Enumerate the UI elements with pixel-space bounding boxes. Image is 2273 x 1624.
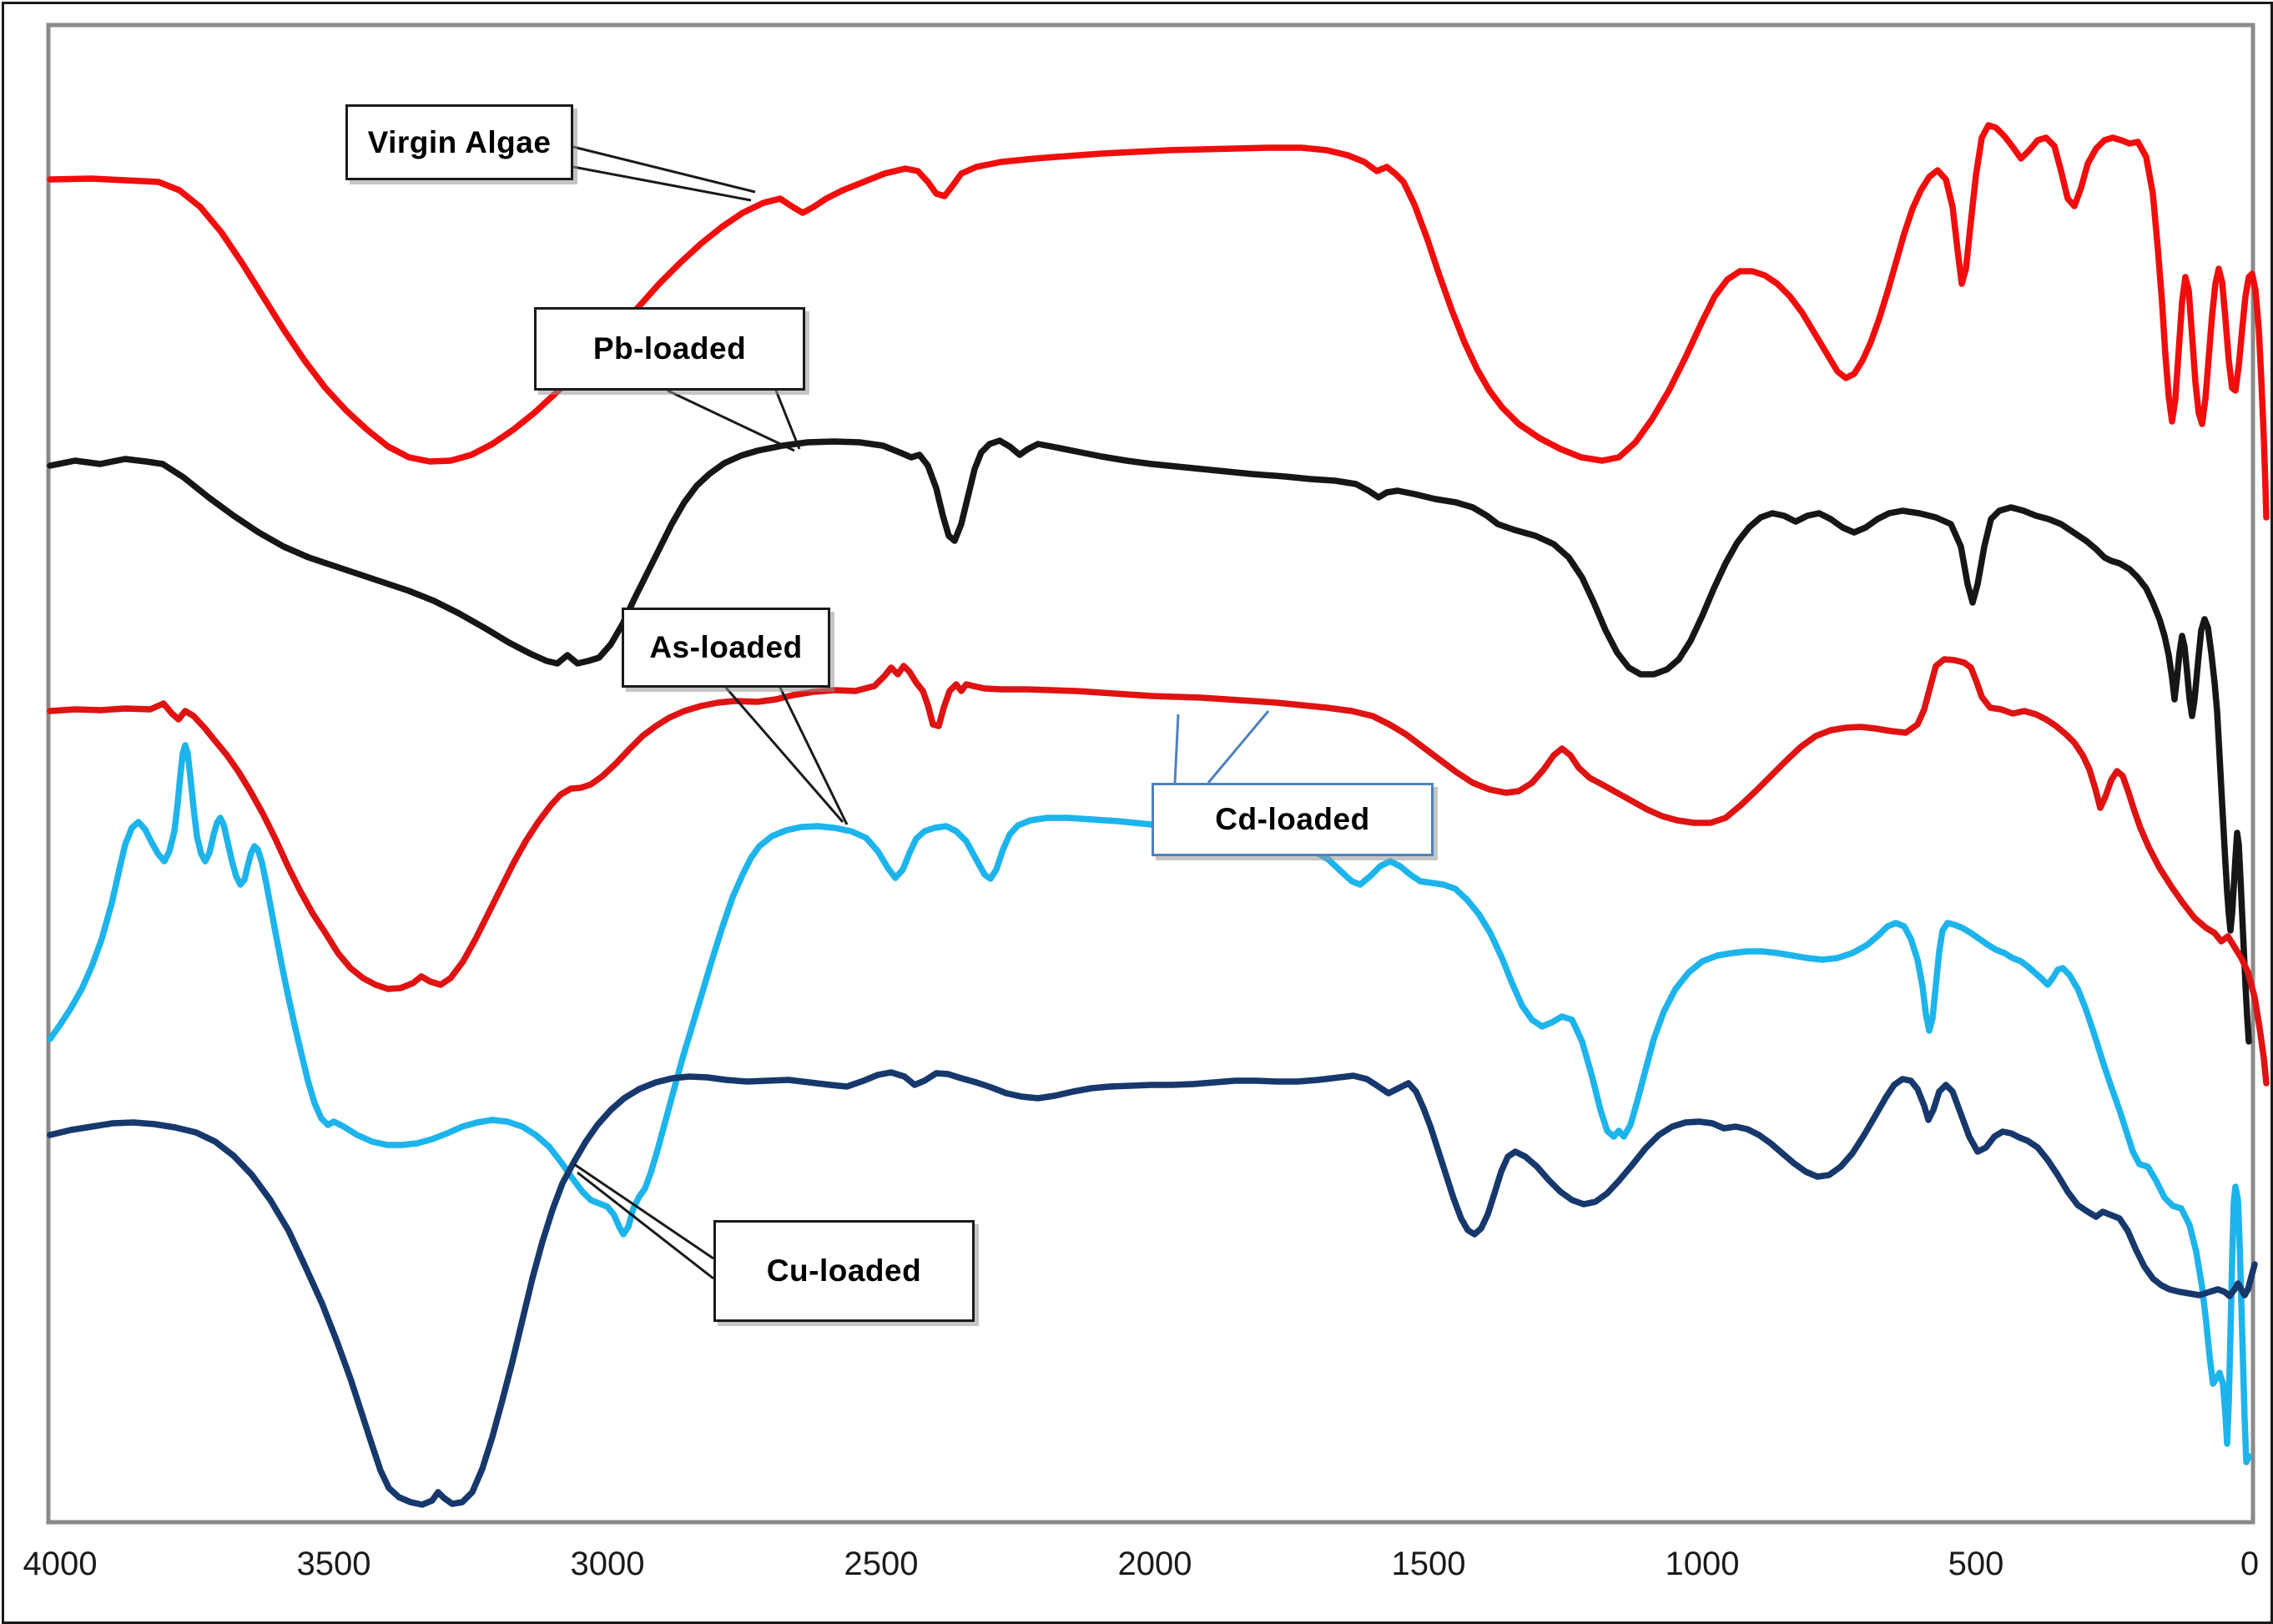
series-pb-loaded [47, 437, 2252, 1045]
callout-line-as-loaded [724, 687, 844, 823]
x-tick-label: 1000 [1665, 1546, 1740, 1582]
x-tick-label: 1500 [1391, 1546, 1466, 1582]
annotation-box-cd-loaded: Cd-loaded [1152, 783, 1434, 856]
callout-line-virgin-algae [572, 145, 756, 194]
x-tick-label: 0 [2240, 1546, 2260, 1582]
plot-border [46, 23, 2255, 1525]
series-cu-loaded [47, 1069, 2258, 1508]
series-cd-loaded [47, 656, 2270, 1087]
annotation-box-as-loaded: As-loaded [622, 608, 830, 688]
series-as-loaded [47, 742, 2252, 1465]
series-virgin-algae [47, 122, 2270, 521]
x-tick-label: 2000 [1117, 1546, 1192, 1582]
annotation-box-cu-loaded: Cu-loaded [713, 1220, 975, 1322]
callout-line-cd-loaded [1173, 714, 1180, 784]
callout-line-pb-loaded [667, 389, 795, 452]
callout-line-cu-loaded [573, 1163, 714, 1260]
annotation-box-pb-loaded: Pb-loaded [534, 307, 805, 391]
x-tick-label: 2500 [844, 1546, 919, 1582]
annotation-box-virgin-algae: Virgin Algae [345, 104, 573, 180]
x-tick-label: 3000 [570, 1546, 645, 1582]
callout-line-virgin-algae [572, 165, 752, 202]
x-tick-label: 4000 [23, 1546, 98, 1582]
x-tick-label: 3500 [296, 1546, 371, 1582]
callout-line-pb-loaded [774, 390, 801, 450]
callout-line-cd-loaded [1207, 710, 1270, 784]
callout-line-cu-loaded [577, 1171, 714, 1280]
callout-line-as-loaded [779, 687, 849, 825]
x-tick-label: 500 [1948, 1546, 2004, 1582]
